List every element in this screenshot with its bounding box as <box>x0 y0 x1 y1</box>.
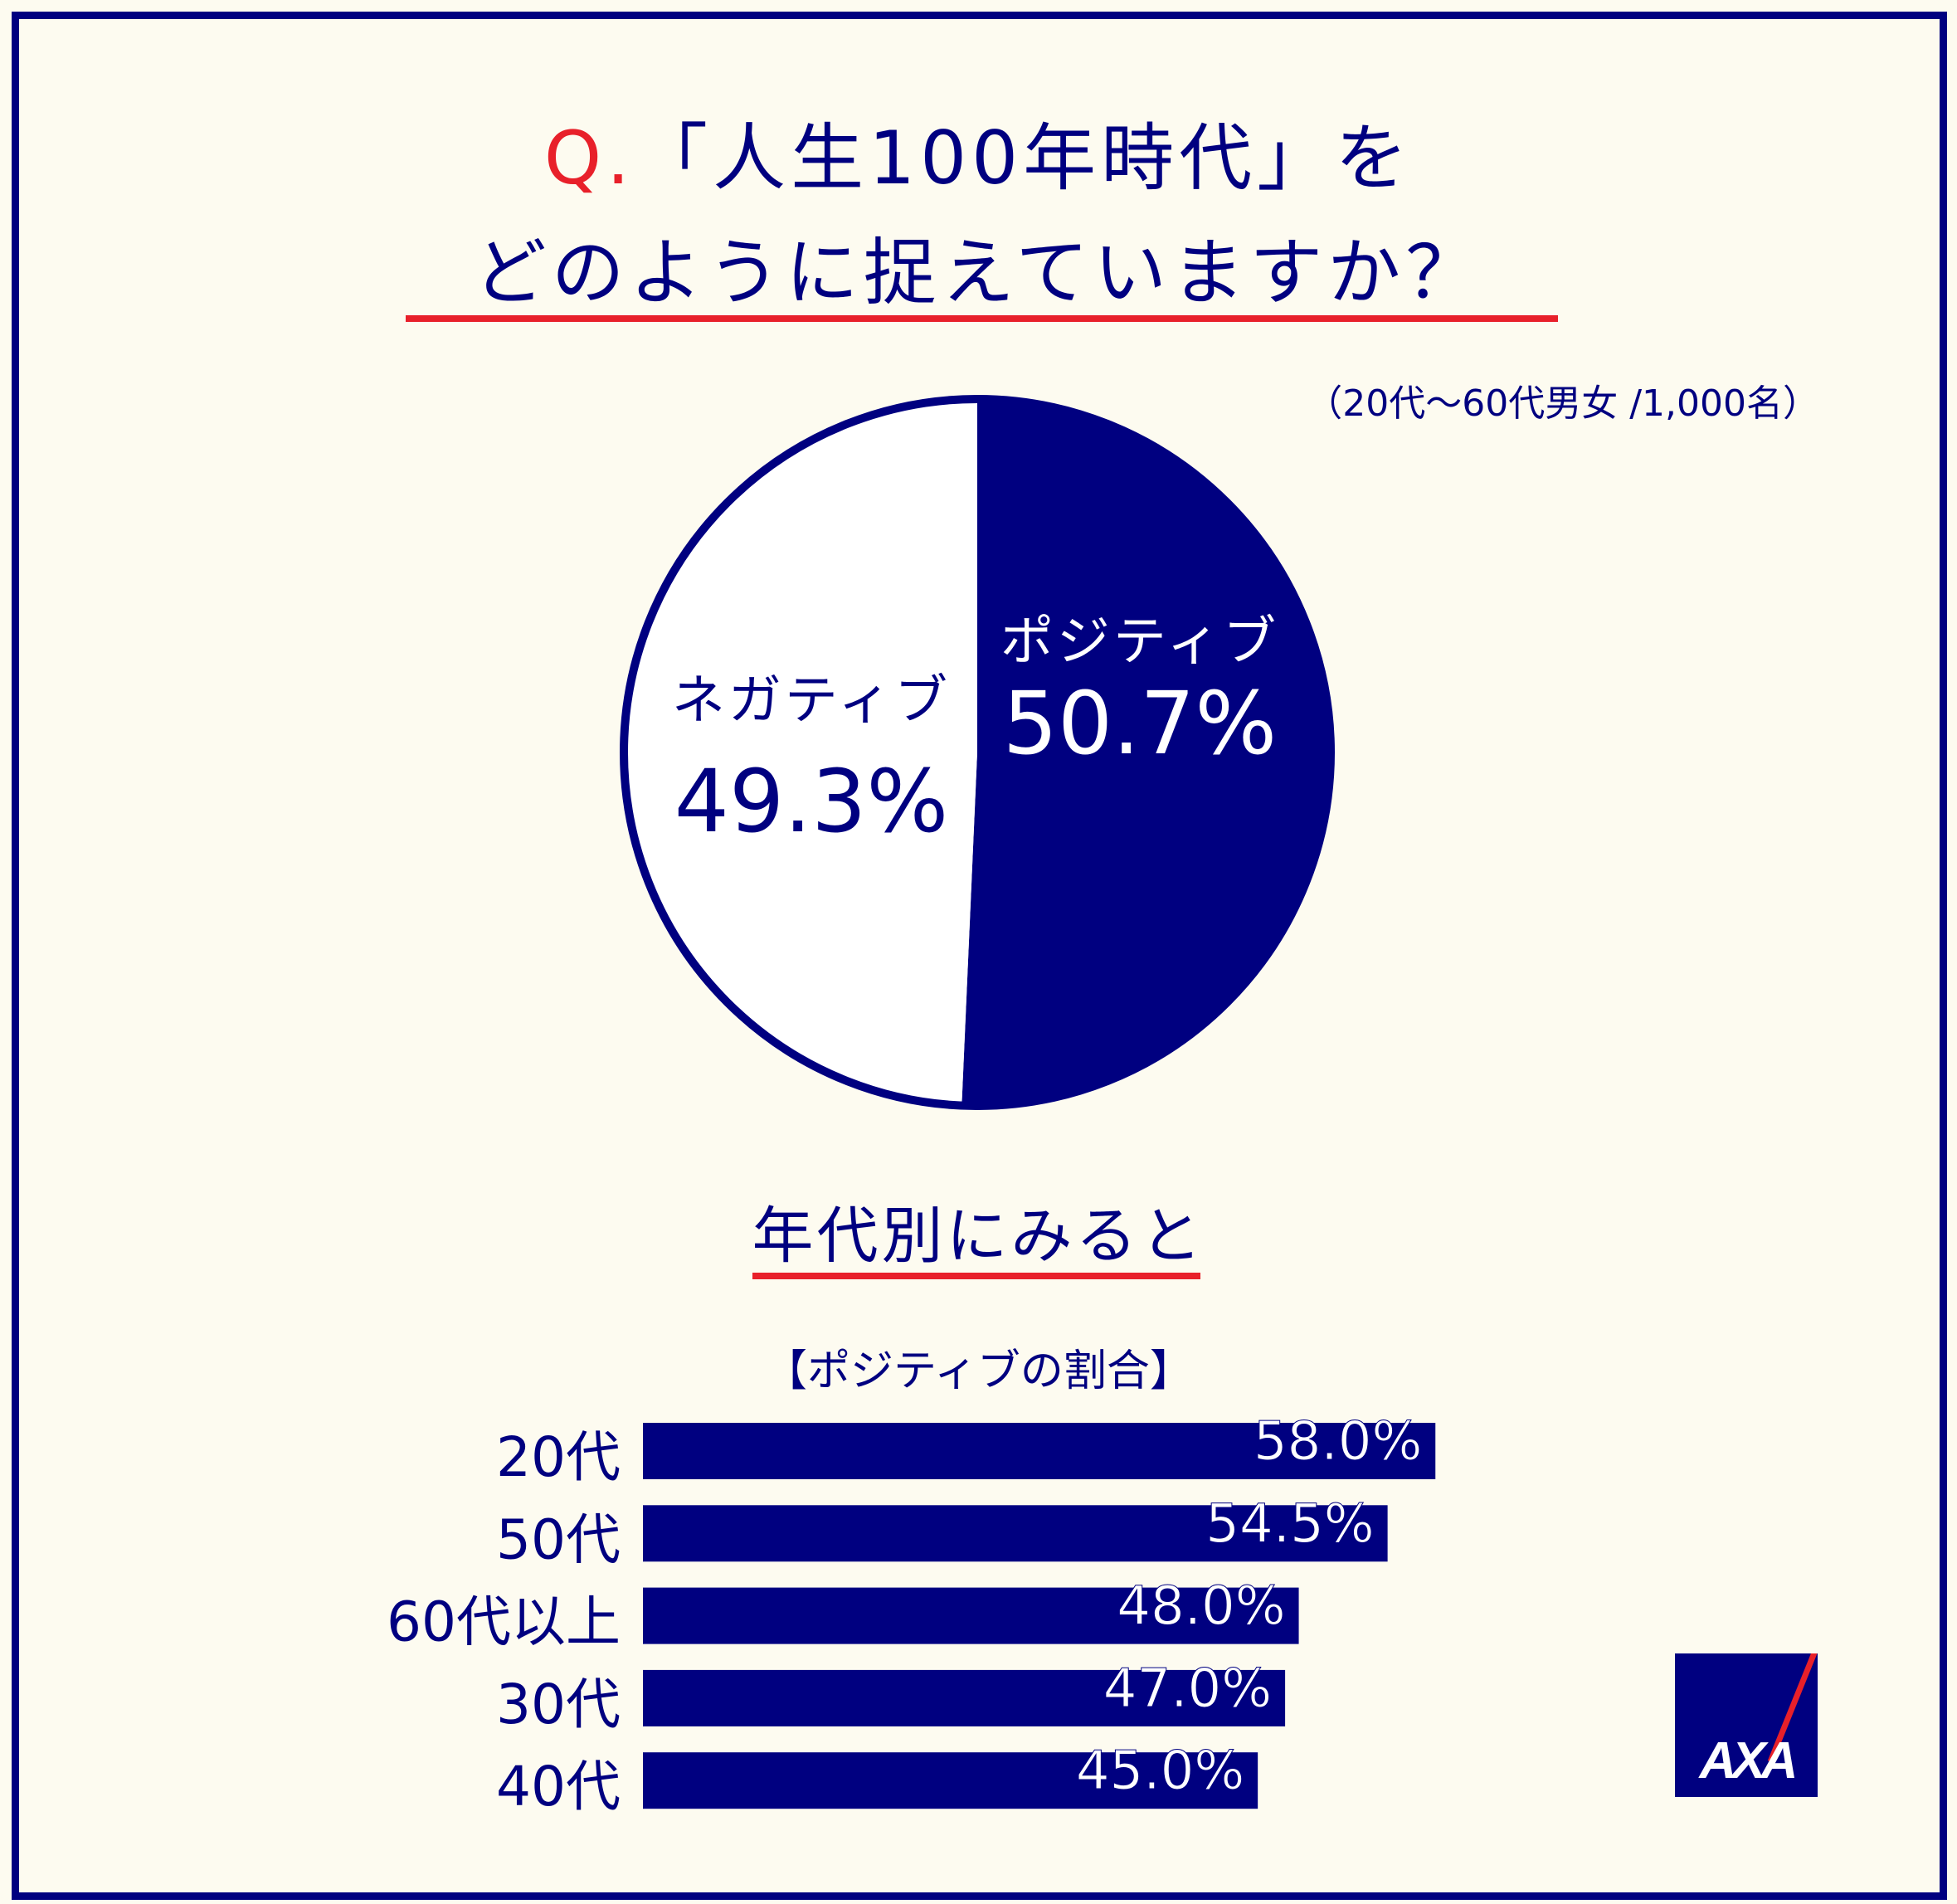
bar-category-1: 50代 <box>496 1507 621 1571</box>
bar-2 <box>643 1587 1299 1644</box>
breakdown-heading: 年代別にみると <box>752 1200 1205 1272</box>
page-frame <box>12 12 1947 1900</box>
pie-value-1: 49.3% <box>674 751 948 852</box>
pie-label-0: ポジティブ <box>1000 611 1279 673</box>
pie-label-1: ネガティブ <box>672 670 951 732</box>
sample-note: （20代〜60代男女 /1,000名） <box>1306 382 1819 425</box>
logo-text: AXA <box>1699 1732 1799 1790</box>
bar-4 <box>643 1752 1258 1809</box>
pie-slice-0 <box>961 399 1331 1106</box>
pie-slice-1 <box>623 399 977 1106</box>
heading-underline <box>752 1273 1200 1279</box>
title-line-2: どのように捉えていますか？ <box>473 230 1484 315</box>
bar-0 <box>643 1423 1436 1479</box>
axa-logo: AXA <box>1675 1653 1818 1797</box>
bar-value-0: 58.0% <box>1254 1411 1422 1473</box>
title-underline <box>406 315 1558 322</box>
title-line-1: Q.「人生100年時代」を <box>0 100 1957 205</box>
bar-category-4: 40代 <box>496 1755 621 1819</box>
q-prefix: Q. <box>543 115 635 201</box>
title-text-1: 「人生100年時代」を <box>635 115 1414 201</box>
bar-category-0: 20代 <box>496 1425 621 1489</box>
bar-value-2: 48.0% <box>1117 1576 1285 1638</box>
bar-1 <box>643 1505 1388 1562</box>
bar-3 <box>643 1669 1286 1726</box>
bar-value-3: 47.0% <box>1103 1658 1272 1720</box>
pie-outline <box>620 395 1335 1110</box>
bar-category-3: 30代 <box>496 1673 621 1736</box>
bar-category-2: 60代以上 <box>387 1590 621 1654</box>
pie-value-0: 50.7% <box>1003 673 1277 774</box>
bar-chart-title: 【ポジティブの割合】 <box>764 1346 1193 1396</box>
bar-value-4: 45.0% <box>1076 1741 1244 1802</box>
bar-value-1: 54.5% <box>1205 1493 1374 1555</box>
